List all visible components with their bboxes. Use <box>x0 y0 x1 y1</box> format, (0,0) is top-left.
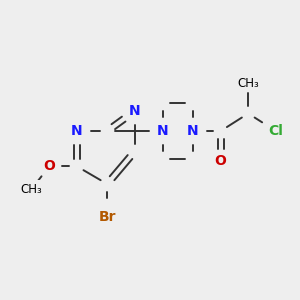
Text: N: N <box>157 124 168 138</box>
Text: methoxy_: methoxy_ <box>0 299 1 300</box>
Text: O: O <box>43 159 55 173</box>
Text: CH₃: CH₃ <box>21 182 43 196</box>
Text: CH₃: CH₃ <box>237 77 259 90</box>
Text: Br: Br <box>98 210 116 224</box>
Text: O: O <box>214 154 226 168</box>
Text: methoxy: methoxy <box>0 299 1 300</box>
Text: N: N <box>129 104 141 118</box>
Text: Cl: Cl <box>268 124 284 138</box>
Text: methoxy_: methoxy_ <box>0 299 1 300</box>
Text: N: N <box>187 124 199 138</box>
Text: N: N <box>71 124 83 138</box>
